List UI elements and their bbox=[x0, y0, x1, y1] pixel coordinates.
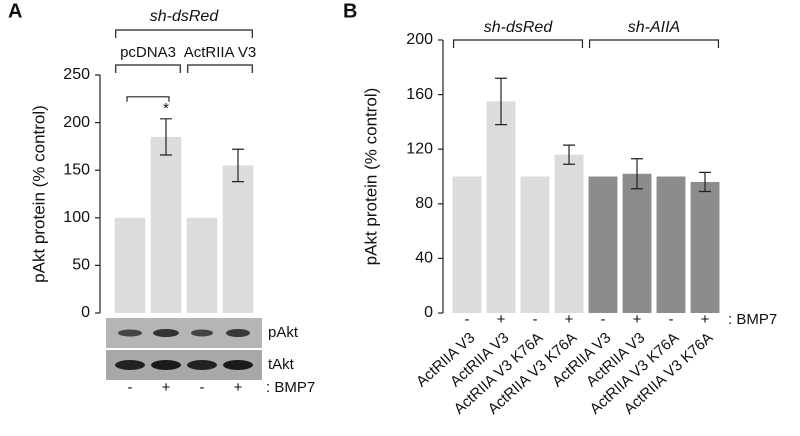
top-bracket bbox=[115, 29, 253, 38]
blot-label: pAkt bbox=[268, 324, 299, 341]
x-tick-label: - bbox=[601, 311, 606, 328]
bar bbox=[622, 173, 652, 313]
blot bbox=[106, 318, 262, 380]
top-label: sh-dsRed bbox=[150, 8, 220, 25]
bar bbox=[690, 181, 720, 313]
error-bar bbox=[232, 148, 244, 183]
x-tick-label: + bbox=[701, 311, 710, 328]
bar bbox=[222, 165, 254, 313]
group-bracket bbox=[588, 39, 720, 48]
group-bracket bbox=[187, 64, 253, 73]
bar bbox=[186, 217, 218, 313]
y-tick-label: 150 bbox=[63, 161, 90, 178]
x-tick-label: - bbox=[533, 311, 538, 328]
x-tick-label: - bbox=[200, 379, 205, 396]
group-label: pcDNA3 bbox=[120, 44, 176, 61]
x-tick-label: + bbox=[565, 311, 574, 328]
bar bbox=[520, 176, 550, 313]
error-bar bbox=[495, 77, 507, 126]
significance-bracket bbox=[126, 96, 170, 102]
error-bar bbox=[699, 171, 711, 193]
group-bracket bbox=[115, 64, 181, 73]
y-axis-label: pAkt protein (% control) bbox=[29, 105, 48, 283]
treatment-label: : BMP7 bbox=[266, 379, 315, 396]
error-bar bbox=[563, 144, 575, 165]
significance-mark: * bbox=[163, 100, 169, 117]
group-label: sh-AIIA bbox=[628, 19, 680, 36]
treatment-label: : BMP7 bbox=[728, 311, 777, 328]
bar bbox=[486, 101, 516, 313]
group-label: ActRIIA V3 bbox=[184, 44, 257, 61]
x-tick-label: + bbox=[633, 311, 642, 328]
panel-label: B bbox=[343, 0, 357, 22]
y-tick-label: 80 bbox=[415, 195, 433, 212]
y-axis-label: pAkt protein (% control) bbox=[361, 88, 380, 266]
bar bbox=[588, 176, 618, 313]
x-tick-label: - bbox=[669, 311, 674, 328]
y-tick-label: 160 bbox=[406, 86, 433, 103]
x-tick-label: - bbox=[128, 379, 133, 396]
bar bbox=[554, 154, 584, 313]
bar bbox=[150, 136, 182, 313]
group-label: sh-dsRed bbox=[484, 19, 554, 36]
bar bbox=[656, 176, 686, 313]
y-tick-label: 200 bbox=[406, 31, 433, 48]
y-tick-label: 50 bbox=[72, 257, 90, 274]
y-tick-label: 250 bbox=[63, 66, 90, 83]
y-tick-label: 100 bbox=[63, 209, 90, 226]
bar bbox=[114, 217, 146, 313]
y-tick-label: 120 bbox=[406, 140, 433, 157]
bar bbox=[452, 176, 482, 313]
x-tick-label: + bbox=[162, 379, 171, 396]
y-tick-label: 0 bbox=[81, 304, 90, 321]
x-tick-label: - bbox=[465, 311, 470, 328]
y-tick-label: 0 bbox=[424, 304, 433, 321]
error-bar bbox=[160, 118, 172, 156]
error-bar bbox=[631, 158, 643, 190]
panel-label: A bbox=[8, 0, 22, 22]
x-tick-label: + bbox=[497, 311, 506, 328]
y-tick-label: 40 bbox=[415, 250, 433, 267]
blot-label: tAkt bbox=[268, 356, 295, 373]
y-tick-label: 200 bbox=[63, 114, 90, 131]
group-bracket bbox=[452, 39, 584, 48]
x-tick-label: + bbox=[234, 379, 243, 396]
